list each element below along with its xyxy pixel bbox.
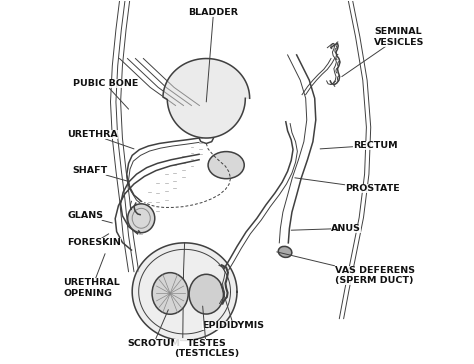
Text: EPIDIDYMIS: EPIDIDYMIS	[202, 284, 264, 329]
Text: SCROTUM: SCROTUM	[128, 310, 181, 348]
Text: TESTES
(TESTICLES): TESTES (TESTICLES)	[173, 306, 239, 358]
Ellipse shape	[152, 273, 188, 314]
Ellipse shape	[208, 151, 244, 179]
Text: BLADDER: BLADDER	[189, 8, 238, 102]
Text: PUBIC BONE: PUBIC BONE	[73, 79, 138, 109]
Text: FORESKIN: FORESKIN	[67, 234, 121, 248]
Text: URETHRA: URETHRA	[67, 130, 134, 149]
Polygon shape	[132, 243, 237, 340]
Text: SEMINAL
VESICLES: SEMINAL VESICLES	[342, 27, 425, 76]
Text: GLANS: GLANS	[67, 211, 112, 223]
Text: RECTUM: RECTUM	[320, 141, 397, 150]
Ellipse shape	[278, 246, 292, 257]
Ellipse shape	[189, 274, 223, 314]
Text: ANUS: ANUS	[291, 224, 361, 233]
Text: VAS DEFERENS
(SPERM DUCT): VAS DEFERENS (SPERM DUCT)	[277, 252, 415, 285]
Polygon shape	[163, 59, 250, 138]
Text: URETHRAL
OPENING: URETHRAL OPENING	[64, 254, 120, 298]
Ellipse shape	[128, 204, 155, 233]
Text: PROSTATE: PROSTATE	[295, 178, 400, 193]
Text: SHAFT: SHAFT	[73, 166, 128, 181]
